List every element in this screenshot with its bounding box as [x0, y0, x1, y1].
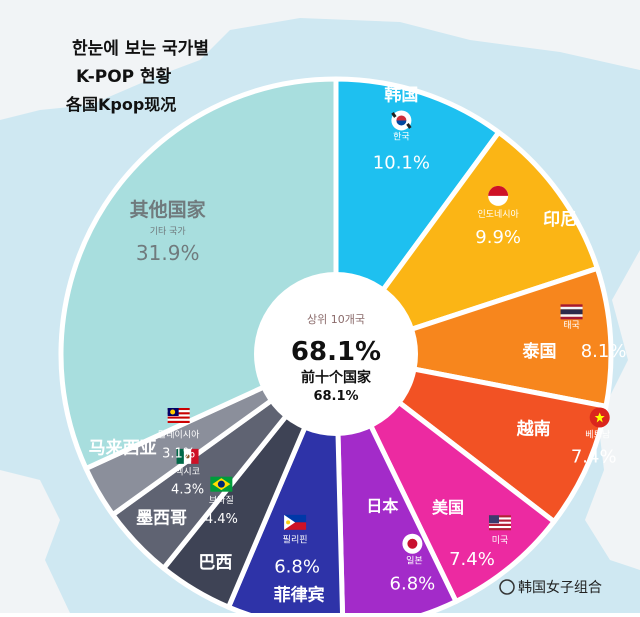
slice-label-cn: 菲律宾: [274, 584, 325, 605]
slice-label-kr: 필리핀: [283, 533, 308, 545]
center-value: 68.1%: [291, 337, 381, 367]
slice-label-percent: 10.1%: [373, 152, 430, 173]
slice-label-percent: 6.8%: [274, 556, 320, 577]
title-line-2: K-POP 현황: [76, 67, 172, 87]
center-circle: [254, 272, 418, 436]
slice-label-kr: 일본: [406, 556, 423, 567]
title-line-1: 한눈에 보는 국가별: [72, 39, 209, 59]
slice-label-kr: 말레이시아: [158, 428, 200, 440]
pie-slice: [333, 265, 614, 409]
slice-label-percent: 31.9%: [136, 241, 200, 265]
vietnam-flag-icon: [589, 407, 610, 428]
slice-label-cn: 墨西哥: [136, 508, 187, 528]
slice-label-cn: 韩国: [384, 84, 418, 105]
slice-label-kr: 베트남: [585, 429, 610, 440]
malaysia-flag-icon: [167, 407, 190, 423]
slice-label-percent: 3.1%: [162, 446, 195, 461]
philippines-flag-icon: [284, 514, 307, 530]
slice-label-kr: 태국: [563, 320, 580, 331]
slice-label-percent: 7.4%: [571, 446, 617, 467]
pie-slice: [333, 129, 600, 357]
watermark: 韩国女子组合: [499, 579, 602, 596]
land-shape-upper: [0, 0, 640, 120]
slice-label-cn: 其他国家: [130, 198, 207, 221]
pie-slice: [333, 351, 557, 604]
slice-label-kr: 멕시코: [175, 466, 200, 477]
land-shape-left: [0, 470, 70, 613]
slice-labels: 韩国 한국 10.1% 印尼 인도네시아 9.9% 泰国 태국8.1% 越南 베트남 7.4% 美国 미…: [89, 84, 627, 605]
slice-label-cn: 日本: [366, 497, 398, 516]
center-label-cn: 前十个国家: [301, 369, 372, 386]
title-line-3: 各国Kpop现况: [65, 95, 176, 114]
slice-label-cn: 美国: [432, 498, 464, 517]
slice-label-percent: 6.8%: [390, 574, 436, 595]
brazil-flag-icon: [210, 476, 233, 492]
japan-flag-icon: [402, 533, 423, 554]
thailand-flag-icon: [560, 304, 583, 320]
slice-label-kr: 기타 국가: [150, 226, 186, 237]
center-top-label: 상위 10개국: [307, 313, 365, 326]
slice-label-kr: 미국: [492, 535, 509, 546]
slice-label-percent: 7.4%: [449, 549, 495, 570]
land-shape-right: [585, 250, 640, 570]
korea-flag-icon: [391, 110, 412, 131]
slice-label-kr: 인도네시아: [477, 209, 519, 220]
slice-label-cn: 泰国: [523, 341, 557, 362]
flag-icons: [167, 110, 610, 554]
slice-label-kr: 한국: [393, 131, 410, 142]
mexico-flag-icon: [176, 448, 199, 464]
usa-flag-icon: [488, 515, 511, 531]
slice-label-percent: 8.1%: [581, 341, 627, 362]
slice-label-cn: 巴西: [198, 553, 232, 573]
indonesia-flag-icon: [488, 185, 509, 206]
slice-label-cn: 越南: [516, 418, 551, 439]
slice-label-percent: 4.4%: [205, 512, 238, 527]
slice-label-cn: 印尼: [543, 210, 577, 230]
watermark-text: 韩国女子组合: [518, 579, 602, 596]
watermark-icon: [499, 579, 515, 595]
slice-label-percent: 9.9%: [475, 227, 521, 248]
center-value-secondary: 68.1%: [313, 389, 358, 404]
slice-label-percent: 4.3%: [171, 482, 204, 497]
slice-label-kr: 브라질: [209, 494, 234, 506]
slice-label-cn: 马来西亚: [89, 437, 157, 458]
